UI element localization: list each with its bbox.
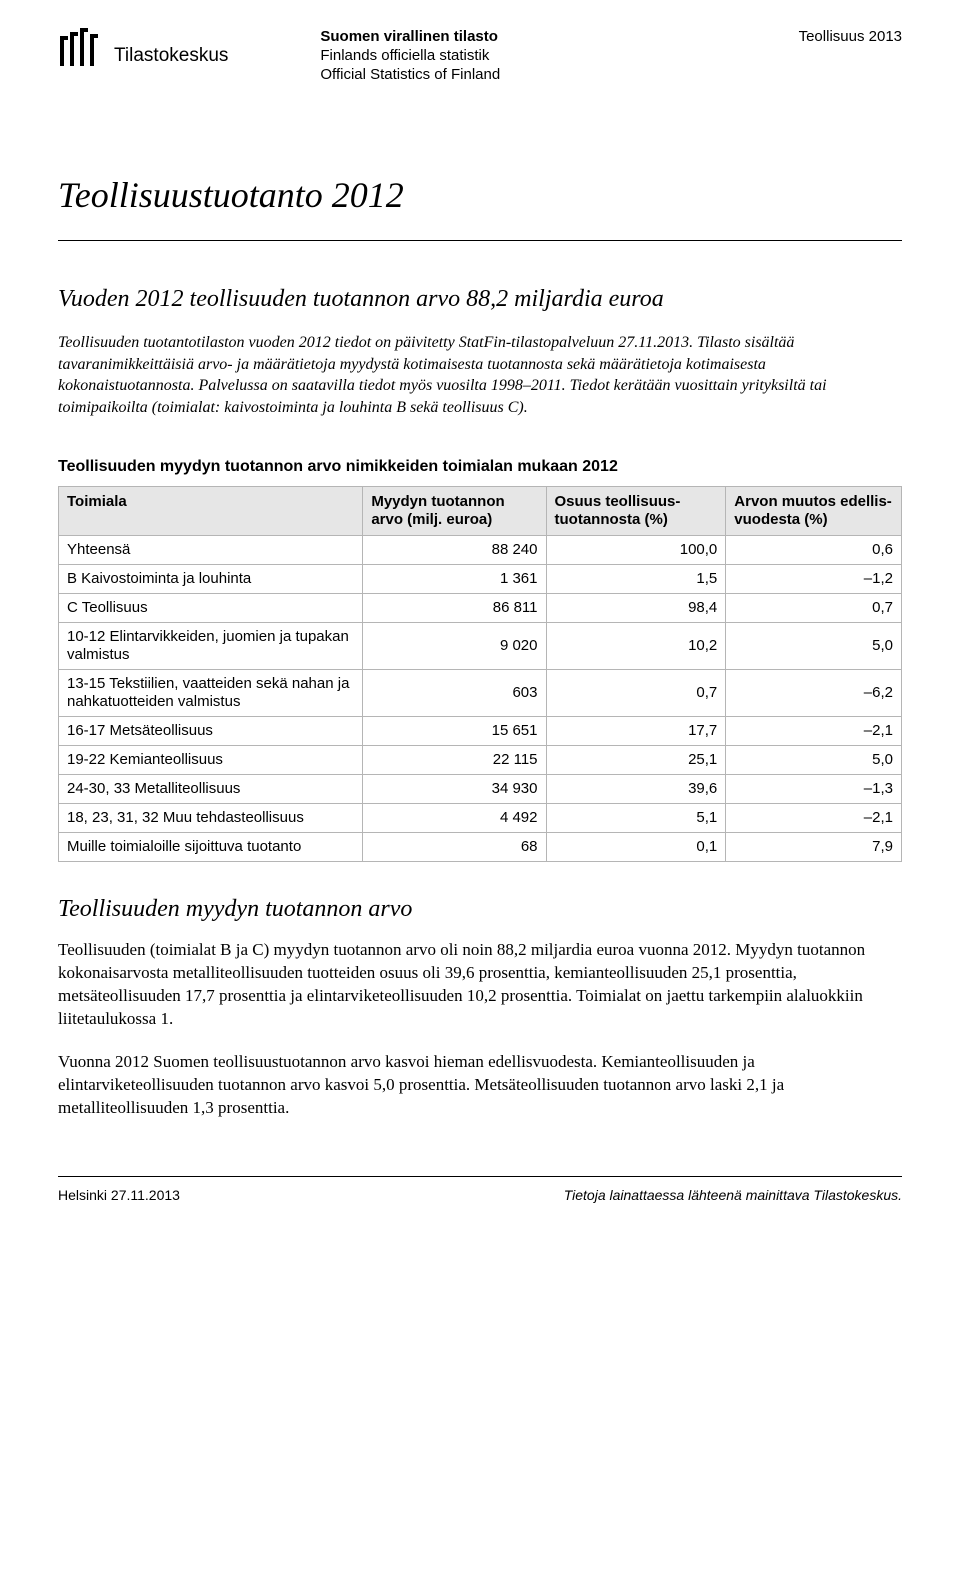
cell-industry: 13-15 Tekstiilien, vaatteiden sekä nahan… — [59, 670, 363, 717]
col-value: Myydyn tuotannon arvo (milj. euroa) — [363, 487, 546, 536]
official-line-3: Official Statistics of Finland — [320, 66, 500, 85]
col-industry: Toimiala — [59, 487, 363, 536]
header-left: Tilastokeskus Suomen virallinen tilasto … — [58, 28, 500, 84]
col-change: Arvon muutos edellis-vuodesta (%) — [726, 487, 902, 536]
tilastokeskus-logo-icon — [58, 28, 102, 72]
table-row: 10-12 Elintarvikkeiden, juomien ja tupak… — [59, 623, 902, 670]
cell-industry: C Teollisuus — [59, 594, 363, 623]
official-line-1: Suomen virallinen tilasto — [320, 28, 500, 47]
cell-share: 39,6 — [546, 775, 726, 804]
footer-divider — [58, 1176, 902, 1177]
page: Tilastokeskus Suomen virallinen tilasto … — [0, 0, 960, 1227]
footer: Helsinki 27.11.2013 Tietoja lainattaessa… — [58, 1187, 902, 1203]
table-header-row: Toimiala Myydyn tuotannon arvo (milj. eu… — [59, 487, 902, 536]
cell-change: 7,9 — [726, 833, 902, 862]
cell-change: 5,0 — [726, 746, 902, 775]
cell-share: 98,4 — [546, 594, 726, 623]
footer-date: Helsinki 27.11.2013 — [58, 1187, 180, 1203]
intro-paragraph: Teollisuuden tuotantotilaston vuoden 201… — [58, 332, 902, 418]
cell-value: 603 — [363, 670, 546, 717]
cell-value: 9 020 — [363, 623, 546, 670]
cell-change: –1,2 — [726, 565, 902, 594]
table-row: C Teollisuus86 81198,40,7 — [59, 594, 902, 623]
cell-value: 68 — [363, 833, 546, 862]
cell-share: 0,1 — [546, 833, 726, 862]
table-row: 24-30, 33 Metalliteollisuus34 93039,6–1,… — [59, 775, 902, 804]
logo-text: Tilastokeskus — [114, 28, 228, 84]
body-paragraph-1: Teollisuuden (toimialat B ja C) myydyn t… — [58, 939, 902, 1031]
cell-change: 0,7 — [726, 594, 902, 623]
table-row: B Kaivostoiminta ja louhinta1 3611,5–1,2 — [59, 565, 902, 594]
cell-change: –2,1 — [726, 804, 902, 833]
cell-industry: B Kaivostoiminta ja louhinta — [59, 565, 363, 594]
col-share: Osuus teollisuus-tuotannosta (%) — [546, 487, 726, 536]
cell-value: 4 492 — [363, 804, 546, 833]
cell-industry: Muille toimialoille sijoittuva tuotanto — [59, 833, 363, 862]
cell-change: –1,3 — [726, 775, 902, 804]
section-title: Teollisuuden myydyn tuotannon arvo — [58, 896, 902, 923]
table-row: 18, 23, 31, 32 Muu tehdasteollisuus4 492… — [59, 804, 902, 833]
table-row: 19-22 Kemianteollisuus22 11525,15,0 — [59, 746, 902, 775]
cell-share: 5,1 — [546, 804, 726, 833]
cell-value: 34 930 — [363, 775, 546, 804]
cell-change: 5,0 — [726, 623, 902, 670]
header: Tilastokeskus Suomen virallinen tilasto … — [58, 28, 902, 84]
cell-industry: 24-30, 33 Metalliteollisuus — [59, 775, 363, 804]
cell-value: 86 811 — [363, 594, 546, 623]
cell-industry: 16-17 Metsäteollisuus — [59, 717, 363, 746]
table-title: Teollisuuden myydyn tuotannon arvo nimik… — [58, 458, 902, 476]
header-category: Teollisuus 2013 — [799, 28, 902, 45]
subtitle: Vuoden 2012 teollisuuden tuotannon arvo … — [58, 285, 902, 314]
cell-change: –6,2 — [726, 670, 902, 717]
table-row: Yhteensä88 240100,00,6 — [59, 536, 902, 565]
table-row: Muille toimialoille sijoittuva tuotanto6… — [59, 833, 902, 862]
cell-share: 100,0 — [546, 536, 726, 565]
cell-value: 15 651 — [363, 717, 546, 746]
footer-citation: Tietoja lainattaessa lähteenä mainittava… — [564, 1187, 902, 1203]
cell-share: 17,7 — [546, 717, 726, 746]
industry-table: Toimiala Myydyn tuotannon arvo (milj. eu… — [58, 486, 902, 862]
table-row: 16-17 Metsäteollisuus15 65117,7–2,1 — [59, 717, 902, 746]
cell-industry: 18, 23, 31, 32 Muu tehdasteollisuus — [59, 804, 363, 833]
cell-industry: 10-12 Elintarvikkeiden, juomien ja tupak… — [59, 623, 363, 670]
cell-share: 10,2 — [546, 623, 726, 670]
cell-industry: Yhteensä — [59, 536, 363, 565]
title-divider — [58, 240, 902, 241]
body-text: Teollisuuden (toimialat B ja C) myydyn t… — [58, 939, 902, 1120]
cell-change: 0,6 — [726, 536, 902, 565]
cell-value: 22 115 — [363, 746, 546, 775]
cell-value: 1 361 — [363, 565, 546, 594]
official-stats-block: Suomen virallinen tilasto Finlands offic… — [320, 28, 500, 84]
official-line-2: Finlands officiella statistik — [320, 47, 500, 66]
cell-share: 1,5 — [546, 565, 726, 594]
cell-value: 88 240 — [363, 536, 546, 565]
cell-share: 0,7 — [546, 670, 726, 717]
cell-share: 25,1 — [546, 746, 726, 775]
cell-industry: 19-22 Kemianteollisuus — [59, 746, 363, 775]
main-title: Teollisuustuotanto 2012 — [58, 174, 902, 216]
body-paragraph-2: Vuonna 2012 Suomen teollisuustuotannon a… — [58, 1051, 902, 1120]
table-row: 13-15 Tekstiilien, vaatteiden sekä nahan… — [59, 670, 902, 717]
logo-brand: Tilastokeskus — [114, 46, 228, 66]
cell-change: –2,1 — [726, 717, 902, 746]
